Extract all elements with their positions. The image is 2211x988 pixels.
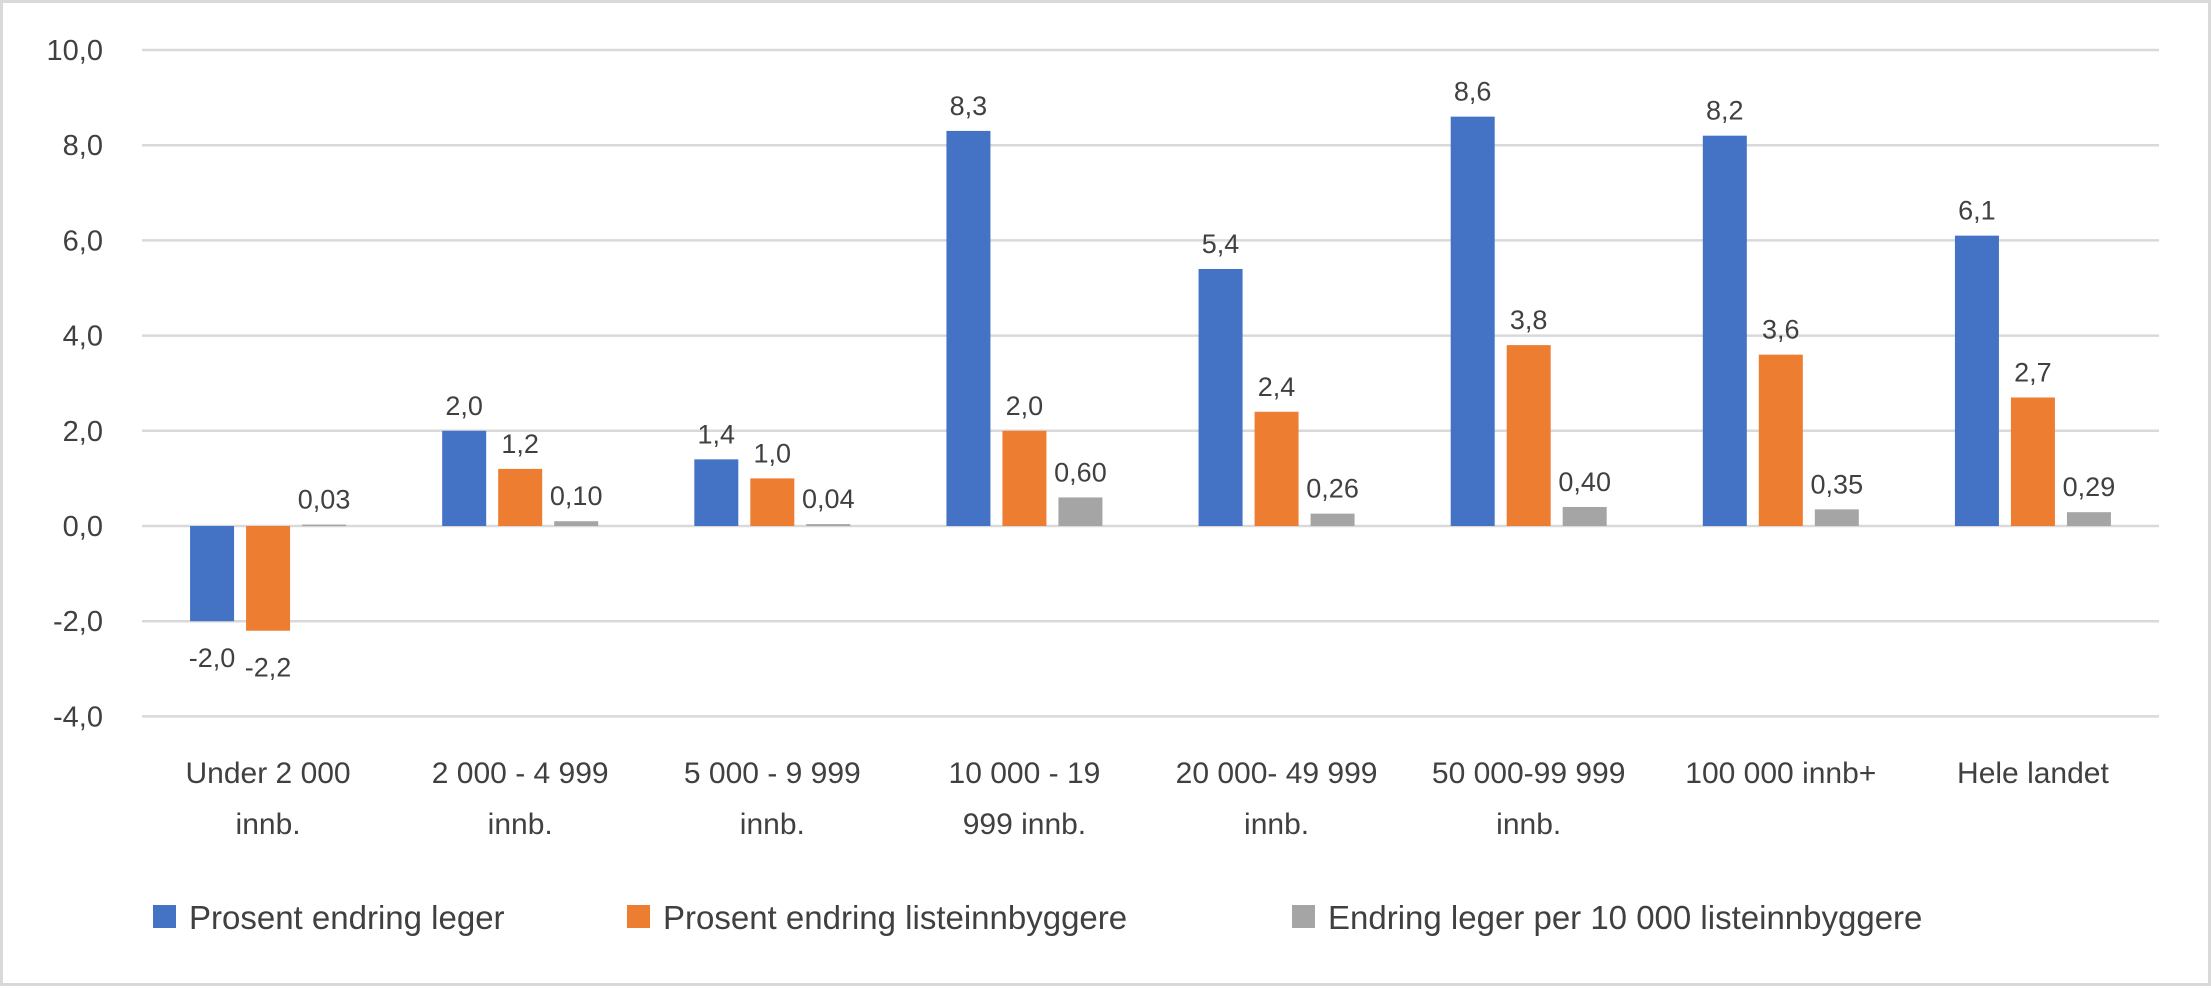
data-label: 0,29 [2063, 472, 2116, 502]
data-label: -2,0 [189, 643, 236, 673]
x-tick-label: 50 000-99 999 [1432, 757, 1626, 790]
bars [190, 116, 2111, 631]
bar-2 [750, 478, 795, 526]
x-tick-label: 100 000 innb+ [1685, 757, 1876, 790]
legend: Prosent endring leger Prosent endring lis… [153, 899, 1922, 936]
x-tick-label: innb. [1496, 808, 1561, 841]
data-label: 0,03 [298, 485, 351, 515]
data-label: 1,2 [501, 429, 539, 459]
bar-3 [1562, 506, 1607, 526]
legend-swatch-1 [153, 905, 176, 928]
bar-3 [1814, 509, 1859, 526]
data-label: 0,35 [1811, 469, 1864, 499]
x-tick-label: Under 2 000 [186, 757, 351, 790]
data-label: 0,10 [550, 481, 603, 511]
bar-2 [1254, 411, 1299, 526]
data-label: 2,4 [1258, 372, 1296, 402]
data-labels: -2,0 -2,2 0,03 2,0 1,2 0,10 1,4 1,0 0,04 8,3 2,0 0,… [189, 77, 2115, 683]
x-tick-label: innb. [740, 808, 805, 841]
data-label: 8,3 [950, 91, 988, 121]
data-label: 5,4 [1202, 229, 1240, 259]
x-tick-label: innb. [488, 808, 553, 841]
legend-label: Prosent endring listeinnbyggere [663, 899, 1127, 936]
bar-1 [1702, 135, 1747, 526]
legend-label: Prosent endring leger [189, 899, 505, 936]
y-tick-label: 8,0 [63, 130, 103, 162]
legend-swatch-3 [1292, 905, 1315, 928]
legend-label: Endring leger per 10 000 listeinnbyggere [1328, 899, 1922, 936]
x-axis-ticks: Under 2 000 innb. 2 000 - 4 999 innb. 5 000 … [186, 757, 2110, 841]
y-tick-label: 10,0 [47, 35, 103, 67]
x-tick-label: 999 innb. [963, 808, 1086, 841]
bar-1 [946, 130, 991, 527]
x-tick-label: 2 000 - 4 999 [432, 757, 609, 790]
x-tick-label: innb. [236, 808, 301, 841]
data-label: 0,04 [802, 484, 855, 514]
data-label: 8,6 [1454, 77, 1492, 107]
y-tick-label: -2,0 [53, 606, 103, 638]
bar-3 [302, 524, 347, 527]
y-tick-label: 2,0 [63, 416, 103, 448]
data-label: 2,0 [445, 391, 483, 421]
y-tick-label: -4,0 [53, 701, 103, 733]
bar-2 [1002, 430, 1047, 526]
data-label: 0,40 [1558, 467, 1611, 497]
data-label: 0,60 [1054, 457, 1107, 487]
data-label: 2,7 [2014, 357, 2052, 387]
bar-3 [806, 524, 851, 526]
data-label: 1,4 [698, 419, 736, 449]
bar-2 [498, 468, 543, 526]
data-label: -2,2 [245, 653, 292, 683]
data-label: 2,0 [1006, 391, 1044, 421]
bar-1 [442, 430, 487, 526]
bar-chart: -4,0 -2,0 0,0 2,0 4,0 6,0 8,0 10,0 -2,0 -2,2 0,03… [47, 35, 2159, 936]
legend-swatch-2 [627, 905, 650, 928]
bar-2 [2010, 397, 2055, 526]
bar-1 [694, 459, 739, 526]
bar-3 [2066, 512, 2111, 526]
data-label: 8,2 [1706, 96, 1744, 126]
gridlines [142, 48, 2159, 718]
bar-3 [554, 521, 599, 526]
x-tick-label: innb. [1244, 808, 1309, 841]
bar-1 [1198, 268, 1243, 526]
bar-1 [1954, 235, 1999, 526]
bar-3 [1310, 513, 1355, 526]
bar-1 [1450, 116, 1495, 526]
x-tick-label: 5 000 - 9 999 [684, 757, 861, 790]
x-tick-label: Hele landet [1957, 757, 2109, 790]
y-axis-ticks: -4,0 -2,0 0,0 2,0 4,0 6,0 8,0 10,0 [47, 35, 103, 733]
bar-3 [1058, 497, 1103, 526]
y-tick-label: 0,0 [63, 511, 103, 543]
bar-1 [190, 526, 235, 622]
data-label: 3,8 [1510, 305, 1548, 335]
data-label: 6,1 [1958, 196, 1996, 226]
bar-2 [246, 526, 291, 631]
y-tick-label: 4,0 [63, 321, 103, 353]
data-label: 1,0 [754, 438, 792, 468]
y-tick-label: 6,0 [63, 225, 103, 257]
bar-2 [1506, 345, 1551, 526]
x-tick-label: 10 000 - 19 [949, 757, 1101, 790]
bar-2 [1758, 354, 1803, 526]
x-tick-label: 20 000- 49 999 [1176, 757, 1378, 790]
data-label: 3,6 [1762, 315, 1800, 345]
data-label: 0,26 [1306, 474, 1359, 504]
